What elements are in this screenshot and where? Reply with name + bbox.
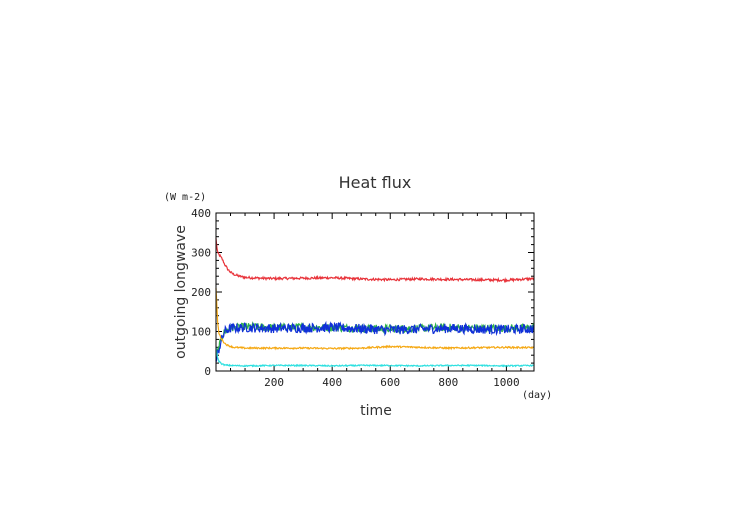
axis-ticks: 200 400 600 800 1000 0 100 200 300 400 bbox=[191, 207, 534, 389]
series-line bbox=[215, 320, 535, 363]
x-unit-label: (day) bbox=[522, 390, 552, 401]
plot-frame bbox=[215, 212, 535, 372]
x-tick-label: 200 bbox=[264, 376, 284, 389]
x-tick-label: 400 bbox=[322, 376, 342, 389]
series-line bbox=[215, 288, 534, 351]
y-tick-label: 300 bbox=[191, 247, 211, 260]
y-tick-label: 400 bbox=[191, 207, 211, 220]
x-tick-label: 800 bbox=[438, 376, 458, 389]
chart-title: Heat flux bbox=[339, 173, 412, 192]
y-tick-label: 100 bbox=[191, 326, 211, 339]
x-tick-label: 600 bbox=[380, 376, 400, 389]
x-axis-label: time bbox=[360, 403, 392, 419]
y-unit-label: (W m-2) bbox=[164, 192, 206, 203]
series-line bbox=[215, 347, 534, 368]
x-tick-label: 1000 bbox=[493, 376, 520, 389]
y-tick-label: 0 bbox=[204, 365, 211, 378]
y-axis-label: outgoing longwave bbox=[173, 225, 189, 359]
series-line bbox=[215, 238, 535, 284]
series-layer bbox=[215, 238, 535, 368]
y-tick-label: 200 bbox=[191, 286, 211, 299]
